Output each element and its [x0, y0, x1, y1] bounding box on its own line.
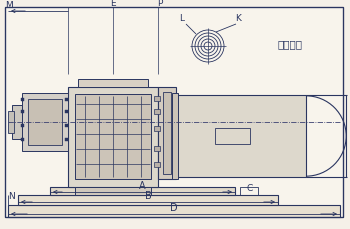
Bar [175, 162, 180, 167]
Text: M: M [5, 1, 13, 10]
Bar [65, 124, 68, 128]
Bar [154, 126, 160, 131]
Bar [240, 187, 258, 195]
Bar [154, 97, 160, 101]
Bar [154, 162, 160, 167]
Bar [176, 95, 306, 177]
Bar [154, 109, 160, 114]
Bar [175, 126, 180, 131]
Bar [68, 88, 158, 187]
Bar [175, 109, 180, 114]
Bar [65, 111, 68, 114]
Bar [28, 100, 62, 145]
Bar [154, 146, 160, 151]
Text: 吸排气口: 吸排气口 [278, 39, 302, 49]
Text: A: A [139, 180, 145, 190]
Text: C: C [247, 183, 253, 192]
Bar [12, 106, 22, 139]
Bar [8, 205, 340, 217]
Bar [158, 88, 176, 179]
Bar [21, 111, 24, 114]
Bar [65, 98, 68, 101]
Text: K: K [235, 14, 241, 23]
Bar [21, 98, 24, 101]
Text: B: B [145, 190, 151, 200]
Bar [172, 94, 178, 179]
Bar [8, 112, 14, 134]
Bar [75, 187, 151, 195]
Text: N: N [8, 191, 15, 200]
Bar [22, 94, 68, 151]
Bar [21, 124, 24, 128]
Bar [65, 138, 68, 141]
Bar [175, 146, 180, 151]
Bar [18, 195, 278, 205]
Bar [215, 128, 250, 144]
Text: E: E [110, 0, 116, 8]
Bar [175, 97, 180, 101]
Bar [21, 138, 24, 141]
Text: L: L [180, 14, 184, 23]
Text: P: P [157, 0, 163, 8]
Bar [78, 80, 148, 88]
Text: D: D [170, 202, 178, 212]
Bar [163, 93, 171, 174]
Bar [75, 95, 151, 179]
Bar [50, 187, 235, 195]
